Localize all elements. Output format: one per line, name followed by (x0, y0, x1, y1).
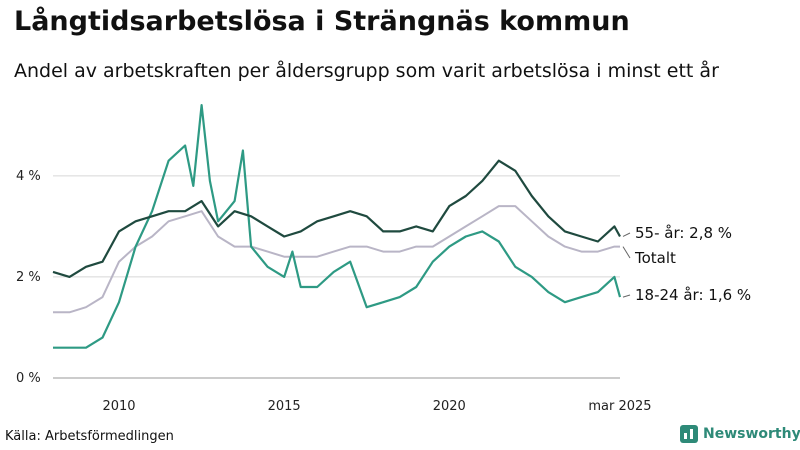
source-note: Källa: Arbetsförmedlingen (5, 429, 174, 444)
axis-labels: 0 % 2 % 4 % 2010 2015 2020 mar 2025 (16, 169, 652, 414)
x-tick-label: 2015 (268, 399, 301, 414)
series-lines (52, 103, 622, 349)
x-tick-label: 2020 (433, 399, 466, 414)
y-tick-label: 2 % (16, 270, 41, 285)
end-label-age55: 55- år: 2,8 % (635, 224, 732, 242)
series-line-age55 (52, 159, 621, 278)
leader-line-totalt (622, 246, 631, 259)
leader-line-age1824 (622, 294, 631, 298)
series-line-totalt (53, 205, 620, 314)
y-tick-label: 0 % (16, 371, 41, 386)
series-line-age1824 (53, 103, 622, 349)
end-label-age1824: 18-24 år: 1,6 % (635, 286, 751, 304)
brand-logo: Newsworthy (680, 425, 800, 443)
chart-subtitle: Andel av arbetskraften per åldersgrupp s… (14, 60, 719, 82)
series-end-labels: 55- år: 2,8 % Totalt 18-24 år: 1,6 % (622, 224, 751, 304)
bar-chart-icon (680, 425, 698, 443)
x-tick-label: mar 2025 (588, 399, 651, 414)
leader-line-age55 (622, 232, 631, 237)
grid-lines (53, 175, 620, 379)
brand-name: Newsworthy (703, 426, 800, 442)
x-tick-label: 2010 (102, 399, 135, 414)
y-tick-label: 4 % (16, 169, 41, 184)
chart-title: Långtidsarbetslösa i Strängnäs kommun (14, 6, 630, 37)
end-label-totalt: Totalt (634, 249, 676, 267)
